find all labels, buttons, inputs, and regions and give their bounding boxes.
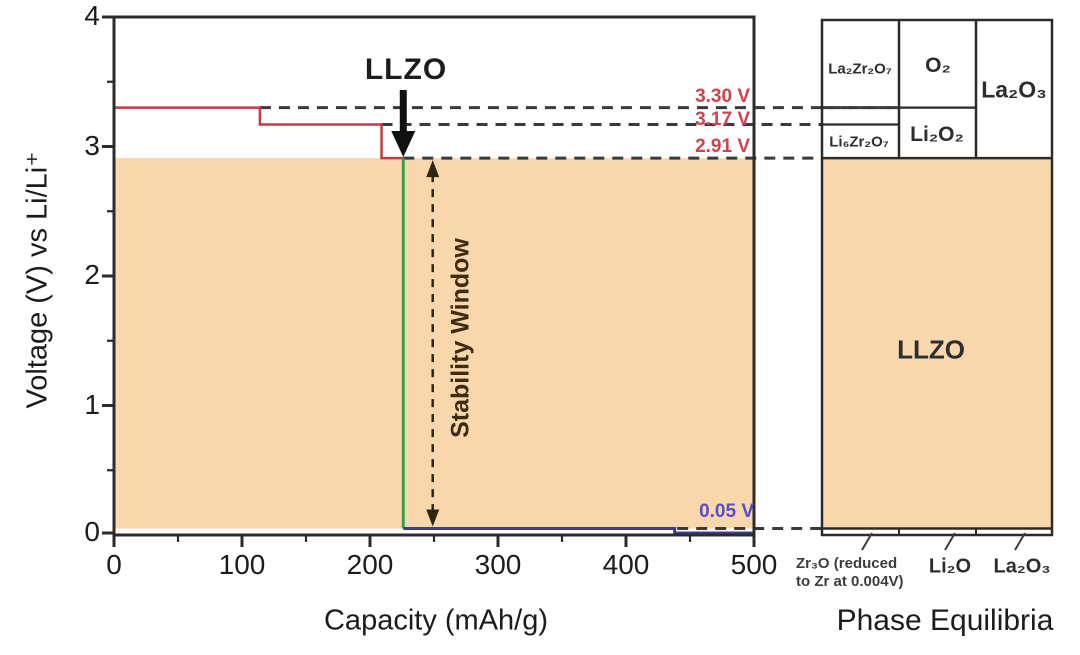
phase-bottom-label-li2o: Li₂O (928, 555, 972, 578)
x-tick-label-200: 200 (346, 549, 394, 580)
phase-leader-tick-1 (944, 532, 956, 551)
x-tick-label-100: 100 (218, 549, 266, 580)
phase-bottom-label-zr3o: Zr₃O (reduced to Zr at 0.004V) (796, 555, 904, 591)
stability-arrow-head-down-icon (426, 509, 440, 527)
phase-box-label-o2: O₂ (925, 54, 951, 77)
stability-window-label: Stability Window (446, 238, 475, 438)
llzo-annotation-label: LLZO (364, 53, 448, 86)
phase-box-label-li2o2: Li₂O₂ (910, 123, 964, 146)
phase-box-label-llzo: LLZO (897, 334, 965, 365)
phase-leader-tick-2 (1014, 532, 1026, 551)
phase-leader-tick-0 (861, 532, 873, 551)
reduction-voltage-profile (403, 527, 754, 535)
y-tick-label-4: 4 (84, 0, 100, 31)
llzo-phase-region (822, 158, 1052, 529)
llzo-arrow-head-icon (391, 131, 416, 157)
phase-box-label-li6zr2o7: Li₆Zr₂O₇ (829, 133, 889, 151)
phase-box-label-la2o3: La₂O₃ (981, 76, 1047, 103)
stability-window-region (114, 158, 754, 529)
phase-box-label-la2zr2o7: La₂Zr₂O₇ (828, 60, 892, 78)
oxidation-voltage-profile (114, 106, 404, 160)
guide-label-2-91v: 2.91 V (695, 136, 750, 157)
zr3o-note-line1: Zr₃O (reduced (796, 555, 898, 572)
x-tick-label-500: 500 (730, 549, 778, 580)
phase-panel-frame (820, 18, 1054, 537)
x-tick-label-400: 400 (602, 549, 650, 580)
phase-panel-title: Phase Equilibria (836, 604, 1054, 637)
zr3o-note-line2: to Zr at 0.004V) (796, 573, 904, 590)
phase-bottom-label-la2o3: La₂O₃ (993, 555, 1051, 578)
y-tick-label-1: 1 (84, 388, 100, 420)
y-tick-label-2: 2 (84, 259, 100, 290)
x-tick-label-300: 300 (474, 549, 522, 580)
y-tick-label-0: 0 (84, 516, 100, 547)
x-tick-label-0: 0 (106, 549, 122, 580)
x-axis-title: Capacity (mAh/g) (323, 604, 549, 637)
guide-label-3-17v: 3.17 V (695, 109, 750, 130)
guide-label-3-30v: 3.30 V (695, 86, 750, 107)
guide-label-0-05v: 0.05 V (699, 501, 754, 522)
y-tick-label-3: 3 (84, 129, 100, 161)
stability-arrow-head-up-icon (426, 160, 440, 178)
